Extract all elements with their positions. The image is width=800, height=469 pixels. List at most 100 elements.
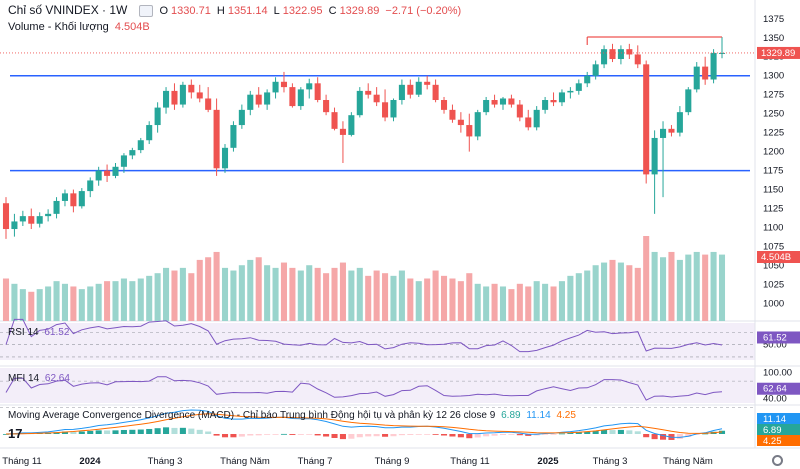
volume-bar [289, 267, 296, 321]
volume-bar [702, 254, 709, 321]
volume-bar [28, 291, 35, 321]
time-axis[interactable]: Tháng 11 2024 Tháng 3 Tháng Năm Tháng 7 Tháng… [2, 456, 713, 467]
horizontal-levels[interactable] [10, 74, 750, 172]
candle-body [407, 84, 414, 95]
candle-body [289, 87, 296, 107]
macd-histogram-bar [280, 433, 288, 435]
volume-bars [2, 236, 726, 321]
volume-bar [36, 289, 43, 321]
volume-bar [272, 267, 279, 321]
rsi-pane [0, 318, 755, 358]
volume-bar [424, 278, 431, 321]
volume-bar [651, 251, 658, 321]
volume-bar [718, 254, 726, 321]
symbol-title[interactable]: Chỉ số VNINDEX · 1W [8, 3, 128, 17]
candle-body [567, 90, 574, 93]
mfi-period: 14 [28, 373, 40, 384]
candle-body [2, 203, 10, 230]
price-tick-label: 1300 [763, 71, 784, 82]
macd-histogram-bar [466, 434, 473, 439]
volume-bar [53, 281, 60, 321]
volume-bar [432, 270, 439, 321]
volume-bar [264, 265, 271, 321]
candle-body [306, 83, 313, 90]
candle-body [280, 81, 288, 88]
visibility-icon[interactable] [139, 5, 154, 18]
macd-histogram-bar [53, 432, 60, 434]
macd-histogram-bar [213, 434, 220, 436]
candle-body [255, 94, 262, 105]
candle-body [382, 102, 389, 118]
macd-legend[interactable]: Moving Average Convergence Divergence (M… [8, 410, 576, 421]
volume-bar [348, 270, 355, 321]
macd-line [5, 409, 723, 438]
candle-body [163, 90, 170, 108]
volume-bar [314, 267, 321, 321]
volume-bar [609, 259, 616, 321]
candle-body [718, 52, 726, 54]
macd-histogram-bar [584, 431, 591, 434]
candle-body [356, 90, 363, 116]
price-tick-label: 1225 [763, 128, 784, 139]
candle-body [247, 94, 254, 110]
time-tick-label: Tháng 3 [148, 456, 183, 467]
candle-body [440, 100, 448, 110]
volume-bar [61, 283, 68, 321]
price-tick-label: 1275 [763, 90, 784, 101]
macd-histogram-bar [61, 431, 68, 434]
volume-bar [87, 286, 94, 321]
candle-body [230, 125, 237, 148]
macd-tag-label: 4.25 [763, 436, 782, 447]
volume-label[interactable]: Volume - Khối lượng [8, 21, 109, 33]
mfi-legend[interactable]: MFI 14 62.64 [8, 373, 70, 384]
candle-body [390, 100, 397, 118]
macd-tag-label: 6.89 [763, 425, 782, 436]
price-tick-label: 1175 [763, 166, 783, 177]
macd-histogram-bar [542, 434, 549, 435]
macd-histogram-bar [432, 434, 439, 435]
candle-body [95, 170, 102, 181]
macd-histogram-bar [289, 434, 296, 435]
macd-signal-line [5, 413, 723, 435]
rsi-legend[interactable]: RSI 14 61.52 [8, 327, 69, 338]
price-tick-label: 1250 [763, 109, 784, 120]
volume-bar [567, 275, 574, 321]
macd-histogram-bar [339, 434, 346, 440]
resistance-ray[interactable] [0, 36, 755, 54]
rsi-tag [757, 331, 800, 344]
gear-icon[interactable] [772, 455, 783, 466]
candle-body [432, 84, 439, 101]
macd-histogram-bar [407, 434, 414, 435]
volume-bar [306, 265, 313, 321]
volume-bar [154, 273, 161, 321]
candle-body [112, 166, 119, 176]
volume-bar [508, 289, 515, 321]
candle-body [272, 81, 279, 93]
candle-body [36, 216, 43, 224]
candle-body [516, 104, 523, 118]
volume-bar [255, 257, 262, 321]
macd-histogram-bar [398, 434, 405, 436]
macd-histogram-bar [221, 434, 229, 438]
candle-body [499, 98, 507, 105]
candle-body [449, 109, 456, 120]
candle-body [710, 52, 717, 80]
macd-histogram-bar [601, 430, 608, 434]
macd-signal-value: 4.25 [556, 410, 576, 421]
candle-body [491, 100, 498, 105]
macd-histogram-bar [196, 429, 203, 434]
tradingview-logo-icon[interactable]: 17 [8, 426, 23, 441]
candle-body [466, 125, 473, 137]
volume-bar [440, 275, 448, 321]
volume-tag-label: 4.504B [761, 252, 791, 263]
volume-bar [2, 278, 10, 321]
grid [0, 0, 800, 449]
rsi-period: 14 [27, 327, 39, 338]
macd-histogram-bar [567, 433, 574, 434]
macd-histogram-bar [2, 434, 10, 435]
price-axis[interactable]: 1000 1025 1050 1075 1100 1125 1150 1175 1200 1225… [757, 14, 800, 447]
macd-tag [757, 424, 800, 435]
